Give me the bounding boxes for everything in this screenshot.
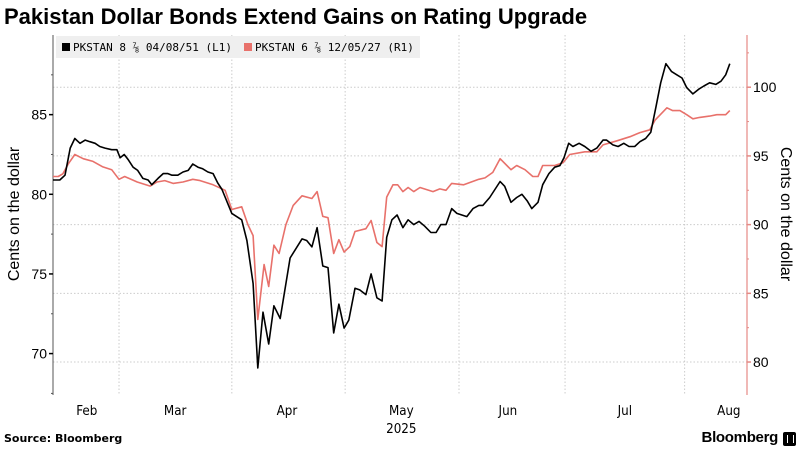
x-tick-label-mar: Mar [164, 403, 187, 419]
right-tick-label: 85 [753, 285, 769, 301]
left-tick-label: 75 [31, 266, 47, 282]
x-tick-label-may: May [389, 403, 414, 419]
x-tick-label-apr: Apr [277, 403, 299, 419]
right-tick-label: 80 [753, 354, 769, 370]
source-note: Source: Bloomberg [4, 432, 123, 445]
x-year-label: 2025 [386, 421, 416, 437]
x-tick-label-jul: Jul [617, 403, 632, 419]
left-axis-label: Cents on the dollar [6, 146, 23, 282]
series-line-pkstan-2027 [53, 107, 731, 321]
bloomberg-logo: Bloomberg [701, 429, 779, 446]
series-line-pkstan-2051 [53, 62, 731, 369]
left-tick-label: 85 [31, 107, 47, 123]
left-tick-label: 70 [31, 346, 47, 362]
right-tick-label: 90 [753, 217, 769, 233]
bloomberg-terminal-icon [783, 432, 796, 446]
left-tick-label: 80 [31, 186, 47, 202]
axes: 70 75 80 85 80 85 90 95 100 Feb Mar Apr May Jun Jul Aug… [31, 35, 777, 437]
right-axis-label: Cents on the dollar [777, 146, 794, 282]
right-tick-label: 100 [753, 79, 777, 95]
x-tick-label-jun: Jun [498, 403, 518, 419]
legend-swatch-l1 [62, 43, 70, 51]
x-tick-label-feb: Feb [76, 403, 97, 419]
gridlines [53, 35, 747, 395]
chart-title: Pakistan Dollar Bonds Extend Gains on Ra… [4, 4, 588, 29]
legend-label-r1: PKSTAN 6 ⅞ 12/05/27 (R1) [254, 40, 414, 54]
legend-label-l1: PKSTAN 8 ⅞ 04/08/51 (L1) [73, 40, 232, 54]
x-tick-label-aug: Aug [717, 403, 740, 419]
right-tick-label: 95 [753, 148, 769, 164]
legend: PKSTAN 8 ⅞ 04/08/51 (L1) PKSTAN 6 ⅞ 12/0… [56, 36, 420, 58]
legend-swatch-r1 [243, 43, 252, 51]
series-lines [53, 62, 731, 369]
